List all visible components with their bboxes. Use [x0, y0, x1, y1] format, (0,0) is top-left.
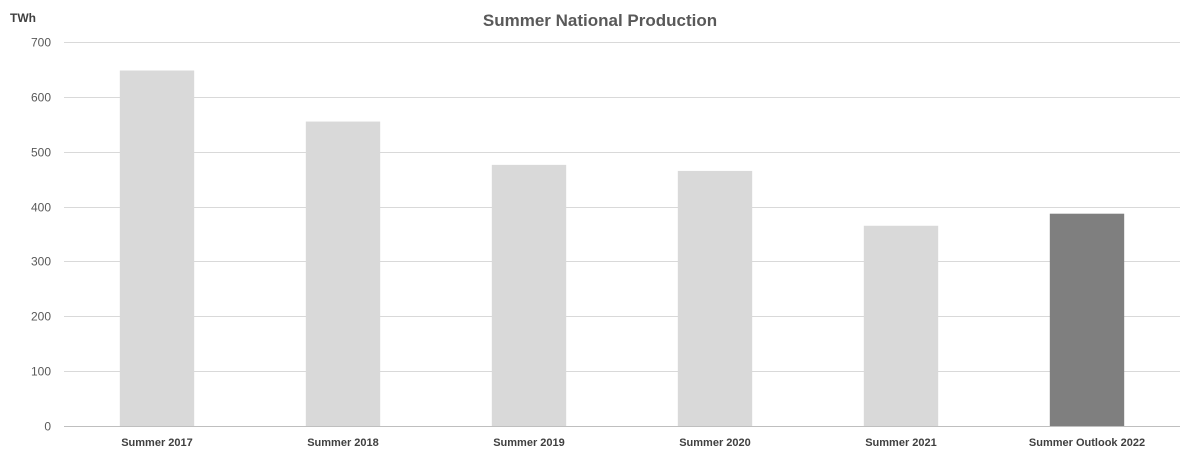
bar-summer-outlook-2022	[1049, 213, 1125, 426]
bars	[119, 70, 1125, 427]
bar-summer-2018	[305, 121, 381, 427]
x-axis-ticks: Summer 2017 Summer 2018 Summer 2019 Summer …	[121, 437, 1145, 449]
y-axis-ticks: 0 100 200 300 400 500 600 700	[31, 36, 51, 434]
y-axis-unit-label: TWh	[10, 11, 36, 25]
y-tick-label: 400	[31, 201, 51, 215]
y-tick-label: 0	[44, 420, 51, 434]
bar-summer-2017	[119, 70, 195, 427]
chart-title: Summer National Production	[483, 11, 717, 30]
x-tick-label: Summer 2021	[865, 437, 937, 449]
x-tick-label: Summer 2019	[493, 437, 565, 449]
bar-summer-2019	[491, 164, 567, 426]
x-tick-label: Summer 2017	[121, 437, 193, 449]
y-tick-label: 500	[31, 146, 51, 160]
x-tick-label: Summer 2020	[679, 437, 751, 449]
bar-summer-2020	[677, 170, 753, 426]
x-tick-label: Summer Outlook 2022	[1029, 437, 1145, 449]
gridlines	[64, 42, 1180, 427]
y-tick-label: 700	[31, 36, 51, 50]
bar-summer-2021	[863, 225, 939, 426]
y-tick-label: 200	[31, 310, 51, 324]
y-tick-label: 100	[31, 365, 51, 379]
y-tick-label: 300	[31, 255, 51, 269]
y-tick-label: 600	[31, 91, 51, 105]
x-tick-label: Summer 2018	[307, 437, 379, 449]
